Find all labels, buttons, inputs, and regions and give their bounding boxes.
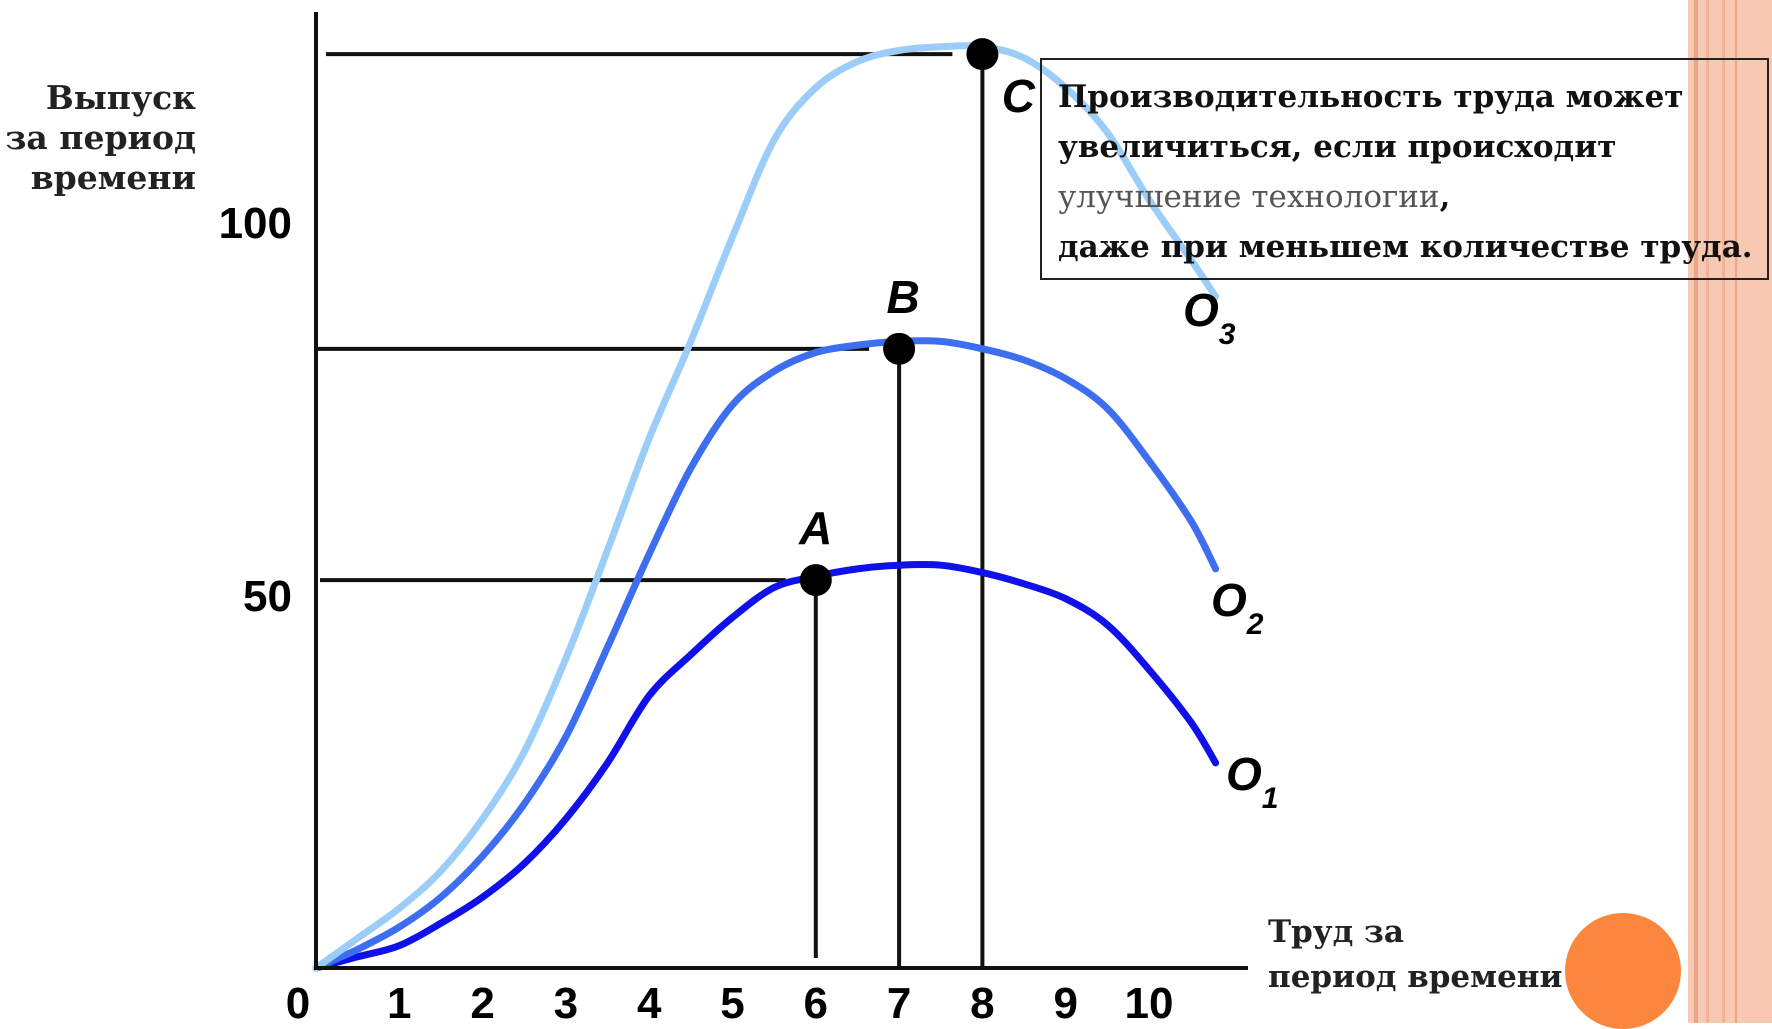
annotation-line: улучшение технологии, — [1058, 172, 1767, 222]
point-b-marker — [883, 332, 916, 365]
annotation-box: Производительность труда может увеличить… — [1040, 58, 1769, 280]
x-axis-label-line: Труд за — [1268, 914, 1404, 950]
decorative-dot — [1565, 913, 1681, 1029]
point-a-marker — [799, 564, 832, 597]
y-tick-label: 100 — [219, 199, 292, 248]
x-tick-labels: 0 1 2 3 4 5 6 7 8 9 10 — [286, 979, 1174, 1023]
x-tick-label: 6 — [804, 979, 828, 1023]
x-tick-label: 8 — [970, 979, 994, 1023]
x-tick-label: 9 — [1053, 979, 1077, 1023]
series-label-o1: O1 — [1226, 748, 1278, 815]
y-axis-label-line: времени — [30, 158, 196, 197]
y-axis-label: Выпуск за период времени — [0, 78, 196, 198]
y-axis-label-line: за период — [5, 118, 196, 157]
x-tick-label: 0 — [286, 979, 310, 1023]
annotation-line: увеличиться, если происходит — [1058, 129, 1617, 165]
projection-lines — [316, 52, 985, 968]
x-tick-label: 3 — [554, 979, 578, 1023]
curve-o2 — [312, 337, 1220, 972]
point-c-label: C — [1002, 70, 1036, 122]
x-tick-label: 7 — [887, 979, 911, 1023]
annotation-line: Производительность труда может — [1058, 79, 1684, 115]
x-tick-label: 5 — [720, 979, 744, 1023]
series-labels: O1 O2 O3 — [1183, 284, 1278, 815]
point-b-label: B — [886, 271, 919, 323]
point-c-marker — [966, 38, 999, 71]
curve-o1 — [312, 560, 1220, 972]
x-axis-label: Труд за период времени — [1268, 910, 1563, 1000]
annotation-comma: , — [1439, 179, 1451, 215]
annotation-light-text: улучшение технологии — [1058, 179, 1440, 215]
x-tick-label: 10 — [1125, 979, 1174, 1023]
slide-edge-line — [1706, 0, 1709, 1023]
y-tick-labels: 50 100 — [219, 199, 292, 621]
y-tick-label: 50 — [243, 572, 292, 621]
production-curves — [312, 42, 1220, 972]
series-label-o2: O2 — [1211, 574, 1264, 641]
x-tick-label: 1 — [387, 979, 411, 1023]
curve-o3 — [312, 42, 1220, 972]
annotation-line: даже при меньшем количестве труда. — [1058, 229, 1753, 265]
y-axis-label-line: Выпуск — [45, 78, 196, 117]
slide-edge-line — [1694, 0, 1698, 1023]
x-tick-label: 2 — [470, 979, 494, 1023]
slide-edge-stripe — [1688, 0, 1772, 1023]
slide-edge-line — [1735, 0, 1737, 1023]
point-markers: A B C — [798, 38, 1036, 597]
point-a-label: A — [798, 502, 832, 554]
x-tick-label: 4 — [637, 979, 662, 1023]
series-label-o3: O3 — [1183, 284, 1236, 351]
slide-edge-line — [1722, 0, 1725, 1023]
x-axis-label-line: период времени — [1268, 959, 1563, 995]
